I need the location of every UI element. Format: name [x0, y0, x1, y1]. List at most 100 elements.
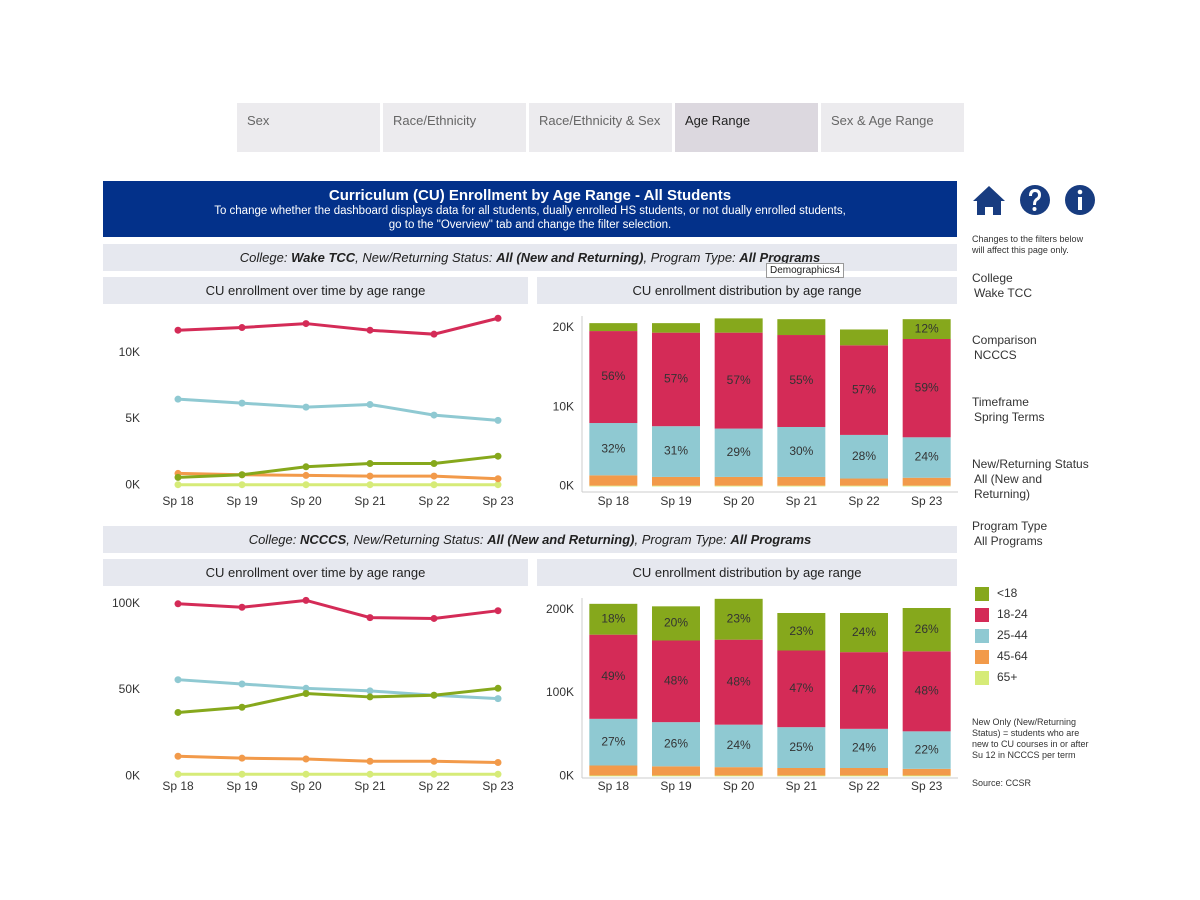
point [430, 770, 438, 778]
line [177, 598, 499, 620]
bar-segment [777, 727, 826, 768]
point [174, 752, 182, 760]
bar-segment [840, 478, 888, 486]
legend-item[interactable]: <18 [972, 583, 1102, 604]
tab[interactable]: Sex [237, 103, 380, 152]
filter-value: All (New and Returning) [974, 472, 1043, 501]
segment-label: 57% [852, 382, 876, 396]
bar-segment [777, 319, 826, 336]
tab[interactable]: Sex & Age Range [821, 103, 964, 152]
header-subtitle: To change whether the dashboard displays… [214, 205, 846, 217]
bar-segment [840, 775, 888, 777]
bar-segment [902, 731, 951, 769]
home-icon[interactable] [973, 186, 1005, 215]
y-tick-label: 100K [546, 685, 574, 699]
chart-title: CU enrollment over time by age range [103, 559, 528, 586]
sidebar-filter[interactable]: Program Type All Programs [972, 519, 1102, 549]
sidebar-filter[interactable]: Comparison NCCCS [972, 333, 1102, 363]
point [302, 481, 310, 489]
line [177, 686, 499, 714]
legend-item[interactable]: 18-24 [972, 604, 1102, 625]
legend-item[interactable]: 45-64 [972, 646, 1102, 667]
sidebar-filter[interactable]: College Wake TCC [972, 271, 1102, 301]
y-tick-label: 0K [559, 479, 574, 493]
filter-label: Timeframe [972, 395, 1029, 409]
bar-segment [777, 335, 826, 427]
filter-value: Wake TCC [291, 250, 356, 265]
legend-item[interactable]: 65+ [972, 667, 1102, 688]
bar-segment [589, 775, 638, 777]
legend-label: 65+ [997, 670, 1018, 684]
sidebar-filter[interactable]: New/Returning Status All (New and Returni… [972, 457, 1097, 502]
segment-label: 30% [789, 444, 813, 458]
legend-swatch [975, 607, 989, 622]
point [430, 614, 438, 622]
x-tick-label: Sp 23 [911, 779, 943, 793]
point [366, 614, 374, 622]
segment-label: 56% [601, 369, 625, 383]
segment-label: 55% [789, 373, 813, 387]
x-tick-label: Sp 18 [598, 779, 630, 793]
bar-segment [777, 426, 826, 477]
x-tick-label: Sp 19 [660, 779, 692, 793]
filter-value: All Programs [974, 534, 1043, 548]
y-tick-label: 0K [559, 769, 574, 783]
point [494, 770, 502, 778]
point [174, 326, 182, 334]
tab[interactable]: Race/Ethnicity & Sex [529, 103, 672, 152]
point [302, 684, 310, 692]
point [238, 399, 246, 407]
y-tick-label: 20K [553, 320, 574, 334]
bar-segment [652, 640, 700, 723]
legend-label: 25-44 [997, 628, 1028, 642]
segment-label: 49% [601, 669, 625, 683]
header-title: Curriculum (CU) Enrollment by Age Range … [328, 187, 732, 204]
bar-segment [777, 485, 826, 487]
filter-value: All (New and Returning) [496, 250, 644, 265]
point [430, 472, 438, 480]
y-tick-label: 10K [119, 345, 140, 359]
point [174, 600, 182, 608]
tab[interactable]: Age Range [675, 103, 818, 152]
bar-segment [714, 428, 763, 477]
bar-segment [902, 485, 951, 487]
bar-segment [902, 775, 951, 777]
help-icon[interactable] [1020, 185, 1050, 215]
bar-segment [777, 650, 826, 728]
bar-segment [652, 775, 700, 777]
bar-segment [589, 634, 638, 719]
bar-segment [902, 651, 951, 732]
legend-swatch [975, 586, 989, 601]
segment-label: 24% [915, 450, 939, 464]
point [366, 472, 374, 480]
x-tick-label: Sp 21 [354, 494, 386, 508]
line [177, 397, 499, 422]
filter-bar: College: NCCCS, New/Returning Status: Al… [103, 526, 957, 553]
segment-label: 24% [852, 625, 876, 639]
point [238, 471, 246, 479]
filter-value: Spring Terms [974, 410, 1045, 424]
point [366, 400, 374, 408]
chart-title: CU enrollment distribution by age range [537, 277, 957, 304]
segment-label: 22% [915, 742, 939, 756]
sidebar-note: Changes to the filters below will affect… [972, 234, 1084, 255]
point [366, 687, 374, 695]
tab[interactable]: Race/Ethnicity [383, 103, 526, 152]
info-icon[interactable] [1065, 185, 1095, 215]
segment-label: 47% [852, 683, 876, 697]
point [174, 708, 182, 716]
legend-item[interactable]: 25-44 [972, 625, 1102, 646]
segment-label: 12% [915, 321, 939, 335]
bar-segment [902, 437, 951, 478]
segment-label: 57% [664, 372, 688, 386]
filter-label: , New/Returning Status: [346, 532, 484, 547]
segment-label: 31% [664, 444, 688, 458]
x-tick-label: Sp 19 [660, 494, 692, 508]
filter-value: All (New and Returning) [487, 532, 635, 547]
segment-label: 25% [789, 740, 813, 754]
segment-label: 24% [852, 741, 876, 755]
sidebar-filter[interactable]: Timeframe Spring Terms [972, 395, 1102, 425]
bar-segment [777, 775, 826, 777]
filter-label: College [972, 271, 1013, 285]
point [174, 473, 182, 481]
